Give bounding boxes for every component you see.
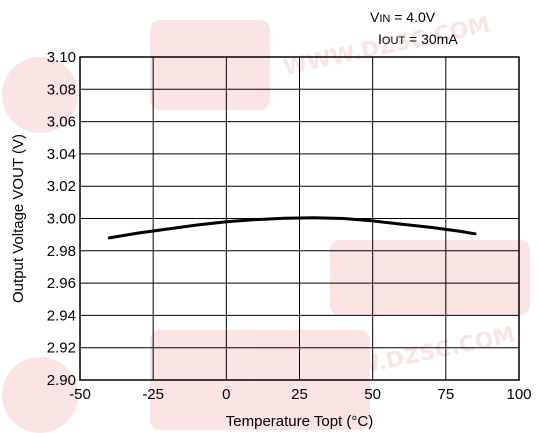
y-tick-label: 2.90 [47, 372, 76, 389]
plot-frame [79, 56, 520, 381]
iout-sub: OUT [382, 35, 406, 47]
x-tick-label: 25 [291, 386, 308, 403]
x-tick-label: -25 [142, 386, 164, 403]
tick-labels: -50 -25 0 25 50 75 100 2.90 2.92 2.94 2.96 2.98 3.00… [47, 49, 532, 403]
x-axis-label: Temperature Topt (°C) [226, 413, 373, 430]
y-tick-label: 2.98 [47, 243, 76, 260]
watermark: WWW.DZSC.COM WWW.DZSC.COM [2, 13, 530, 433]
x-tick-label: 0 [222, 386, 230, 403]
y-tick-label: 3.08 [47, 81, 76, 98]
series-line [107, 216, 477, 240]
x-tick-label: 100 [506, 386, 531, 403]
y-tick-label: 3.04 [47, 146, 76, 163]
y-tick-label: 3.02 [47, 178, 76, 195]
series-layer [107, 216, 477, 240]
vin-annotation: VIN = 4.0V [370, 9, 436, 25]
iout-annotation: IOUT = 30mA [378, 31, 458, 47]
iout-value: = 30mA [405, 31, 458, 47]
y-tick-label: 3.10 [47, 49, 76, 66]
x-tick-label: -50 [69, 386, 91, 403]
y-tick-label: 3.06 [47, 114, 76, 131]
y-tick-label: 2.96 [47, 275, 76, 292]
y-axis-label: Output Voltage VOUT (V) [10, 134, 27, 303]
vin-prefix: V [370, 9, 380, 25]
iout-prefix: I [378, 31, 382, 47]
x-tick-label: 50 [364, 386, 381, 403]
x-tick-label: 75 [437, 386, 454, 403]
y-tick-label: 3.00 [47, 211, 76, 228]
vin-value: = 4.0V [390, 9, 435, 25]
y-tick-label: 2.94 [47, 307, 76, 324]
y-tick-label: 2.92 [47, 340, 76, 357]
vin-sub: IN [379, 13, 390, 25]
